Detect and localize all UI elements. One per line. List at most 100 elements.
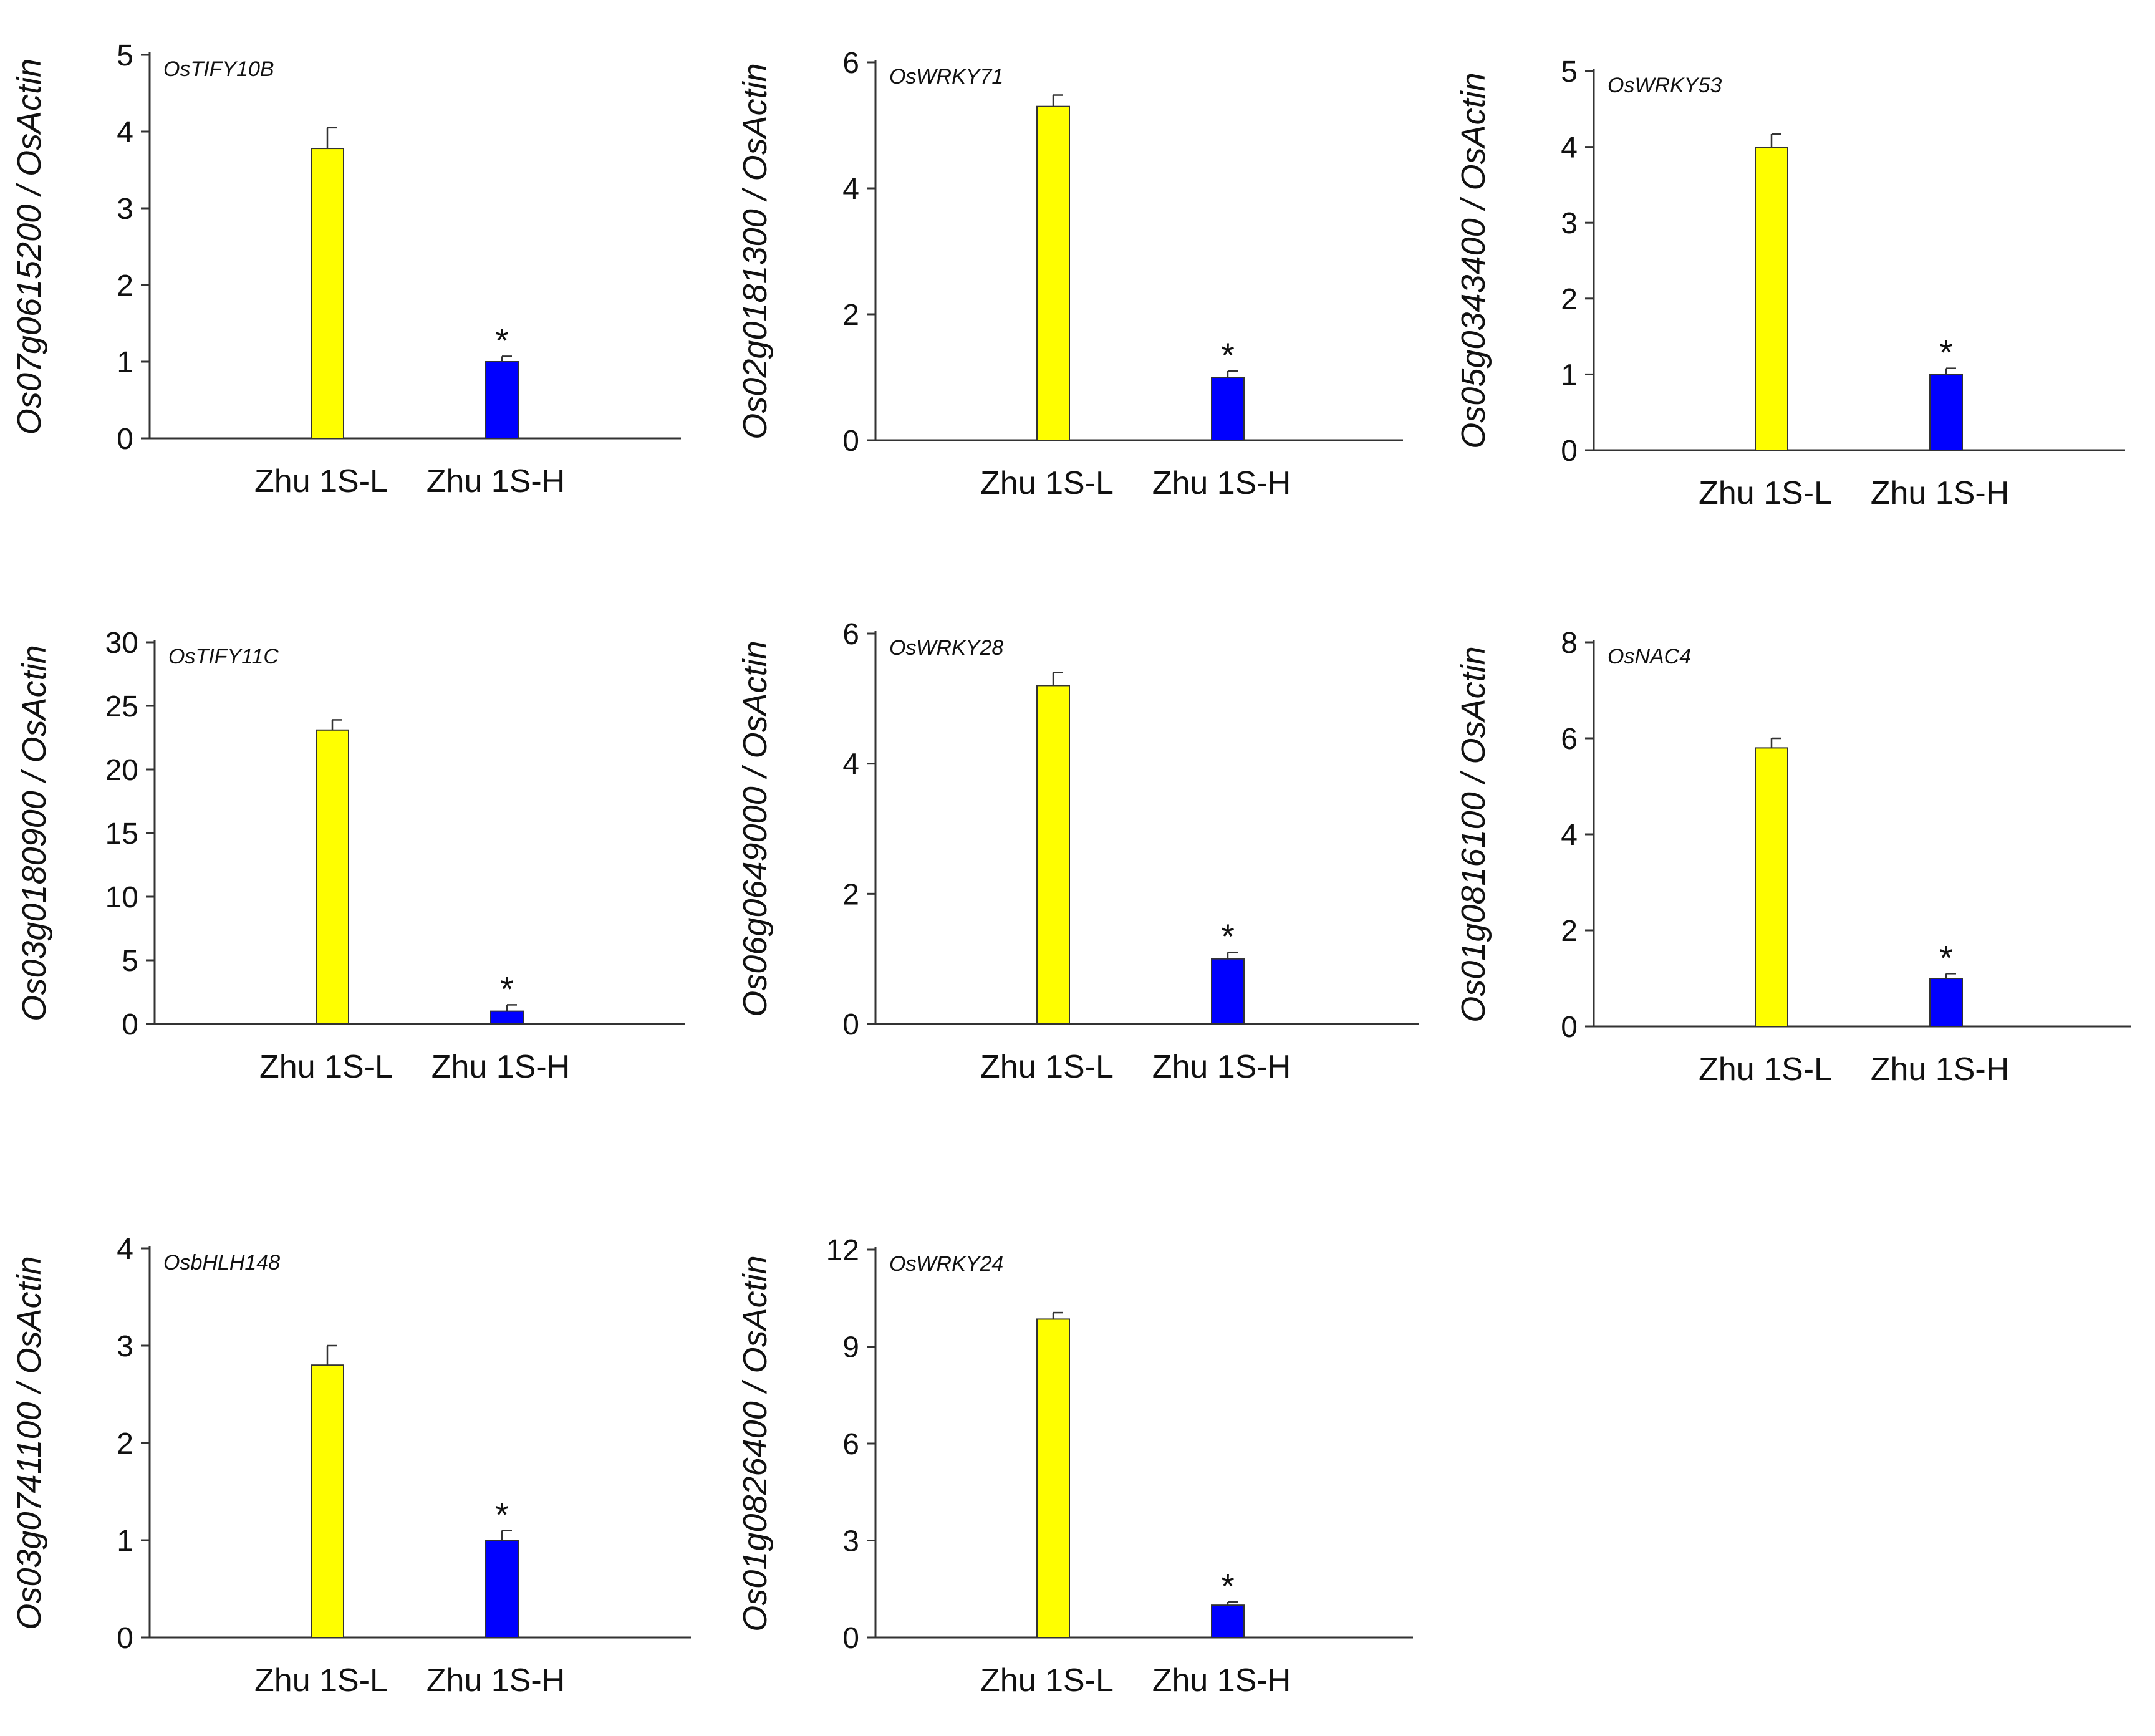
y-tick-label: 0 (1561, 435, 1578, 468)
gene-name-label: OsNAC4 (1608, 645, 1691, 668)
significance-marker: * (500, 969, 514, 1008)
y-tick-label: 2 (842, 878, 859, 911)
y-tick-label: 2 (117, 1427, 133, 1460)
y-tick-label: 8 (1561, 627, 1578, 660)
x-category-label: Zhu 1S-H (431, 1049, 571, 1085)
y-axis-label: Os03g0741100 / OsActin (11, 1256, 48, 1629)
y-tick-label: 12 (826, 1234, 859, 1267)
x-category-label: Zhu 1S-H (1152, 1662, 1291, 1699)
x-category-label: Zhu 1S-L (254, 1662, 388, 1699)
y-tick-label: 1 (1561, 359, 1578, 392)
chart-panel: 0 3 6 9 12 Os01g0826400 / OsActin OsWRKY24 Zhu … (736, 1234, 1413, 1699)
x-category-label: Zhu 1S-H (1152, 1049, 1291, 1085)
bar (490, 1010, 524, 1025)
x-category-label: Zhu 1S-L (254, 463, 388, 499)
y-tick-label: 6 (842, 618, 859, 651)
y-tick-label: 9 (842, 1331, 859, 1364)
y-tick-label: 4 (1561, 819, 1578, 852)
bar (1211, 1604, 1245, 1639)
error-bar (1770, 133, 1781, 148)
x-category-label: Zhu 1S-L (980, 1049, 1114, 1085)
y-axis-label: Os02g0181300 / OsActin (736, 63, 774, 439)
error-bar (326, 1344, 337, 1366)
gene-name-label: OsWRKY53 (1608, 74, 1722, 97)
x-category-label: Zhu 1S-L (980, 465, 1114, 501)
y-tick-label: 3 (117, 1330, 133, 1363)
bar (1755, 747, 1788, 1028)
x-category-label: Zhu 1S-H (427, 463, 566, 499)
chart-panel: 0 2 4 6 Os02g0181300 / OsActin OsWRKY71 Zhu 1S… (736, 47, 1403, 501)
y-tick-label: 5 (1561, 55, 1578, 89)
y-tick-label: 3 (117, 193, 133, 226)
significance-marker: * (1939, 333, 1953, 372)
significance-marker: * (1221, 1566, 1235, 1606)
bar (311, 148, 344, 439)
y-tick-label: 3 (1561, 207, 1578, 240)
y-tick-label: 5 (122, 945, 138, 978)
y-tick-label: 20 (105, 754, 138, 787)
y-axis-label: Os03g0180900 / OsActin (16, 645, 53, 1021)
gene-name-label: OsbHLH148 (163, 1251, 280, 1275)
chart-panel: 0 2 4 6 8 Os01g0816100 / OsActin OsNAC4 Zhu 1S-… (1455, 627, 2131, 1087)
bar (1929, 374, 1963, 451)
y-tick-label: 3 (842, 1525, 859, 1558)
error-bar (1945, 367, 1956, 375)
bar (316, 729, 349, 1025)
y-axis-label: Os01g0816100 / OsActin (1455, 646, 1492, 1022)
gene-name-label: OsWRKY24 (889, 1252, 1003, 1276)
y-axis-label: Os05g0343400 / OsActin (1455, 72, 1492, 448)
y-tick-label: 5 (117, 39, 133, 72)
significance-marker: * (1221, 335, 1235, 375)
y-tick-label: 2 (1561, 283, 1578, 316)
bar (1211, 958, 1245, 1025)
y-tick-label: 6 (1561, 723, 1578, 756)
y-axis-label: Os01g0826400 / OsActin (736, 1255, 774, 1631)
y-tick-label: 1 (117, 1525, 133, 1558)
gene-name-label: OsWRKY28 (889, 636, 1003, 660)
y-tick-label: 25 (105, 690, 138, 723)
y-tick-label: 0 (117, 1622, 133, 1655)
error-bar (1052, 1311, 1063, 1319)
y-tick-label: 0 (122, 1008, 138, 1041)
error-bar (1945, 973, 1956, 978)
chart-panel: 0 2 4 6 Os06g0649000 / OsActin OsWRKY28 Zhu 1S… (736, 618, 1419, 1085)
chart-panel: 0 5 10 15 20 25 30 Os03g0180900 / OsActin OsTIFY… (16, 627, 685, 1085)
y-tick-label: 2 (117, 269, 133, 302)
y-tick-label: 6 (842, 1428, 859, 1461)
error-bar (1052, 94, 1063, 107)
bar (1036, 1318, 1070, 1638)
error-bar (326, 127, 337, 149)
bar (485, 1540, 519, 1638)
gene-name-label: OsWRKY71 (889, 65, 1003, 89)
bar (1929, 978, 1963, 1027)
chart-panel: 0 1 2 3 4 5 Os05g0343400 / OsActin OsWRKY53 Zhu … (1455, 55, 2125, 511)
y-tick-label: 15 (105, 817, 138, 851)
y-tick-label: 6 (842, 47, 859, 80)
bar (1755, 147, 1788, 451)
y-axis-label: Os06g0649000 / OsActin (736, 640, 774, 1016)
y-tick-label: 0 (842, 1008, 859, 1041)
y-tick-label: 4 (842, 173, 859, 206)
y-tick-label: 1 (117, 346, 133, 379)
x-category-label: Zhu 1S-H (427, 1662, 566, 1699)
x-category-label: Zhu 1S-L (1699, 475, 1832, 511)
bar (1036, 685, 1070, 1025)
significance-marker: * (1221, 917, 1235, 956)
error-bar (331, 719, 342, 730)
error-bar (1227, 1601, 1238, 1606)
x-category-label: Zhu 1S-L (1699, 1051, 1832, 1087)
y-tick-label: 10 (105, 881, 138, 914)
y-tick-label: 4 (842, 748, 859, 781)
bar (1211, 377, 1245, 441)
x-category-label: Zhu 1S-H (1152, 465, 1291, 501)
error-bar (501, 355, 512, 362)
gene-name-label: OsTIFY10B (163, 57, 274, 81)
y-tick-label: 2 (842, 299, 859, 332)
y-tick-label: 0 (842, 425, 859, 458)
error-bar (501, 1530, 512, 1540)
y-tick-label: 0 (842, 1622, 859, 1655)
x-category-label: Zhu 1S-H (1871, 1051, 2010, 1087)
significance-marker: * (495, 1495, 509, 1534)
bar (311, 1364, 344, 1638)
